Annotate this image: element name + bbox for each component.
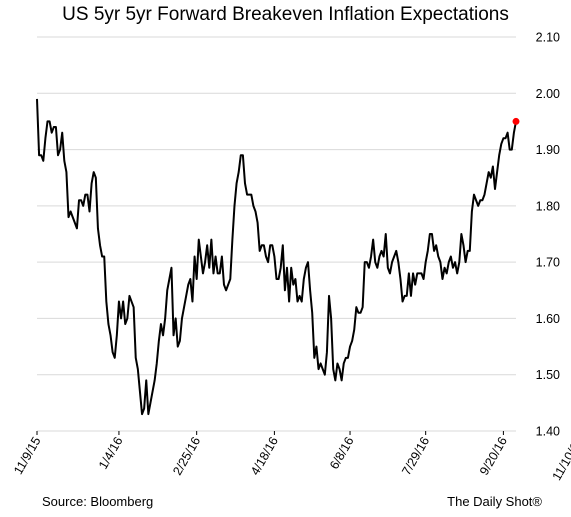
series-layer xyxy=(36,98,520,416)
x-axis-ticks: 11/9/15 1/4/16 2/25/16 4/18/16 6/8/16 7/29/16… xyxy=(11,431,571,483)
y-tick-label: 1.50 xyxy=(536,368,560,382)
x-tick-label: 11/9/15 xyxy=(11,434,44,476)
x-tick-label: 2/25/16 xyxy=(170,434,203,477)
y-tick-label: 1.70 xyxy=(536,256,560,270)
x-tick-label: 1/4/16 xyxy=(96,434,126,471)
x-tick-label: 4/18/16 xyxy=(248,434,281,477)
x-tick-label: 11/10/16 xyxy=(550,434,571,482)
y-tick-label: 2.10 xyxy=(536,31,560,45)
x-tick-label: 9/20/16 xyxy=(477,434,510,477)
chart-title: US 5yr 5yr Forward Breakeven Inflation E… xyxy=(62,4,509,25)
y-axis-ticks: 1.40 1.50 1.60 1.70 1.80 1.90 2.00 2.10 xyxy=(536,31,560,439)
x-tick-label: 6/8/16 xyxy=(327,434,357,471)
y-tick-label: 1.60 xyxy=(536,312,560,326)
y-tick-label: 1.90 xyxy=(536,143,560,157)
gridlines xyxy=(37,36,516,432)
x-tick-label: 7/29/16 xyxy=(399,434,432,477)
y-tick-label: 1.80 xyxy=(536,199,560,213)
y-tick-label: 2.00 xyxy=(536,87,560,101)
series-line xyxy=(36,98,517,416)
last-point-marker xyxy=(512,117,520,125)
y-tick-label: 1.40 xyxy=(536,425,560,439)
brand-note: The Daily Shot® xyxy=(447,494,542,509)
source-note: Source: Bloomberg xyxy=(42,494,154,509)
